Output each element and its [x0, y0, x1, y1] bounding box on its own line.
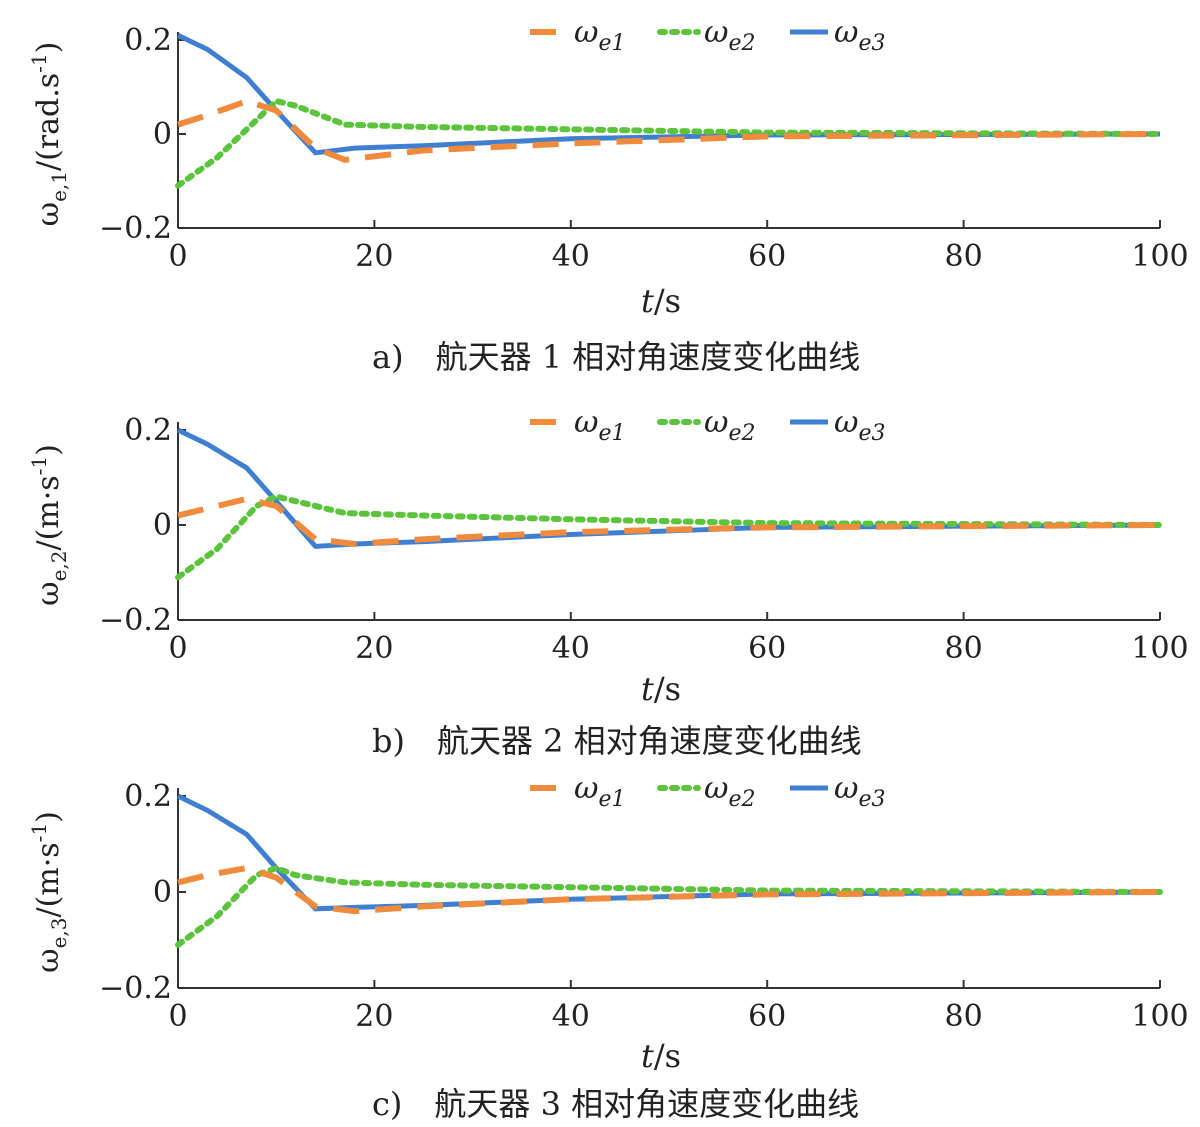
legend-label-1: ωe1	[574, 15, 626, 56]
legend-label-1: ωe1	[574, 771, 626, 812]
y-tick-label: 0.2	[124, 779, 172, 814]
x-tick-label: 60	[748, 999, 786, 1034]
series-line-2	[175, 864, 1163, 948]
x-tick-label: 100	[1131, 999, 1188, 1034]
y-tick-label: 0	[153, 117, 172, 152]
series-line-1	[177, 864, 1161, 915]
x-tick-label: 20	[355, 999, 393, 1034]
y-tick-label: 0	[153, 875, 172, 910]
x-tick-label: 20	[355, 239, 393, 274]
x-tick-label: 0	[168, 239, 187, 274]
y-tick-label: 0.2	[124, 23, 172, 58]
chart-panel-a: 0 20 40 60 80 100−0.200.2ωe,1/(rad.s-1)t/sωe1…	[27, 15, 1189, 376]
x-axis-label: t/s	[641, 1037, 681, 1075]
legend-label-3: ωe3	[834, 15, 886, 56]
series-line-2	[175, 97, 1163, 189]
legend-label-2: ωe2	[704, 405, 756, 446]
legend-label-1: ωe1	[574, 405, 626, 446]
x-tick-label: 40	[552, 631, 590, 666]
legend-label-3: ωe3	[834, 405, 886, 446]
y-tick-label: 0	[153, 508, 172, 543]
legend-label-2: ωe2	[704, 771, 756, 812]
y-tick-label: 0.2	[124, 413, 172, 448]
x-tick-label: 20	[355, 631, 393, 666]
y-tick-label: −0.2	[99, 603, 172, 638]
x-tick-label: 40	[552, 999, 590, 1034]
chart-caption: c) 航天器 3 相对角速度变化曲线	[372, 1085, 859, 1123]
y-axis-label: ωe,2/(m·s-1)	[27, 444, 71, 606]
x-axis-label: t/s	[641, 282, 681, 320]
x-tick-label: 100	[1131, 239, 1188, 274]
x-tick-label: 0	[168, 631, 187, 666]
series-line-1	[177, 495, 1161, 548]
chart-caption: a) 航天器 1 相对角速度变化曲线	[372, 338, 860, 376]
series-line-1	[177, 97, 1161, 163]
y-axis-label: ωe,3/(m·s-1)	[27, 811, 71, 973]
x-tick-label: 60	[748, 239, 786, 274]
x-tick-label: 40	[552, 239, 590, 274]
chart-caption: b) 航天器 2 相对角速度变化曲线	[372, 722, 862, 760]
y-tick-label: −0.2	[99, 211, 172, 246]
x-tick-label: 100	[1131, 631, 1188, 666]
series-line-2	[175, 493, 1163, 581]
x-tick-label: 80	[945, 631, 983, 666]
legend-label-3: ωe3	[834, 771, 886, 812]
y-tick-label: −0.2	[99, 971, 172, 1006]
x-tick-label: 80	[945, 239, 983, 274]
x-tick-label: 60	[748, 631, 786, 666]
x-tick-label: 80	[945, 999, 983, 1034]
legend-label-2: ωe2	[704, 15, 756, 56]
y-axis-label: ωe,1/(rad.s-1)	[27, 42, 71, 227]
x-tick-label: 0	[168, 999, 187, 1034]
x-axis-label: t/s	[641, 670, 681, 708]
